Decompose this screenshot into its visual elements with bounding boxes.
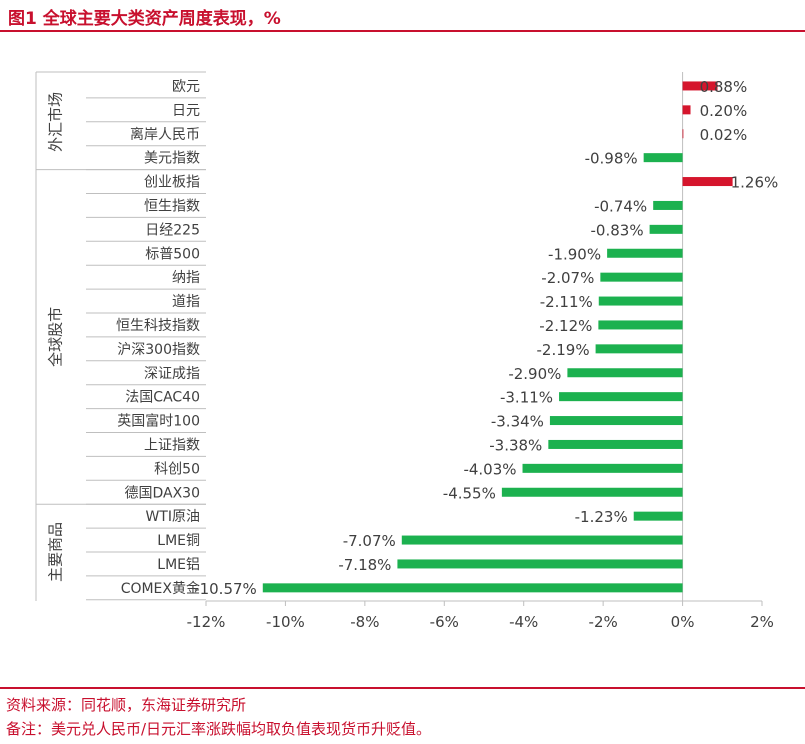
category-label: 英国富时100 [117,413,200,430]
category-label: 日经225 [145,222,200,238]
title-rule [0,30,805,32]
category-label: 欧元 [172,79,200,95]
category-label: 恒生科技指数 [116,318,200,334]
data-label: -1.90% [548,245,601,263]
data-label: 0.02% [700,126,748,144]
category-label: 纳指 [172,270,200,286]
bar [653,200,683,210]
bar [548,439,683,449]
category-label: 科创50 [154,461,200,477]
bar [401,535,683,545]
x-tick-label: -4% [509,613,538,631]
x-tick-label: 0% [671,613,695,631]
data-label: -4.55% [443,484,496,502]
category-label: 日元 [172,103,200,119]
bar [559,392,683,402]
bar [633,511,683,521]
bar [567,368,683,378]
figure-title: 图1 全球主要大类资产周度表现，% [8,9,281,29]
category-label: 上证指数 [144,437,200,453]
data-label: 0.20% [700,102,748,120]
category-label: COMEX黄金 [121,580,200,597]
group-label: 主要商品 [47,522,65,582]
x-tick-label: -6% [430,613,459,631]
bar [607,248,683,258]
data-label: -0.83% [591,221,644,239]
data-label: -3.38% [489,436,542,454]
category-label: LME铜 [157,533,200,549]
x-tick-label: -8% [350,613,379,631]
data-label: -2.19% [537,341,590,359]
category-label: 离岸人民币 [130,126,200,143]
category-label: LME铝 [157,557,200,573]
footer-rule [0,687,805,689]
bar [643,153,683,163]
category-label: 道指 [172,294,200,310]
category-label: 法国CAC40 [125,390,200,406]
bar [600,272,683,282]
category-label: 创业板指 [144,175,200,191]
data-label: 0.88% [700,78,748,96]
data-label: -1.23% [575,508,628,526]
data-label: -3.34% [491,413,544,431]
bar [598,320,683,330]
category-label: 深证成指 [144,366,200,382]
category-label: WTI原油 [145,509,200,525]
bar [522,463,683,473]
data-label: 1.26% [731,174,779,192]
bar [262,583,683,593]
category-label: 德国DAX30 [124,485,200,501]
bar [682,129,684,139]
bar [595,344,683,354]
data-label: -0.98% [585,150,638,168]
group-label: 外汇市场 [47,92,65,152]
data-label: -10.57% [194,580,257,598]
data-label: -2.90% [508,365,561,383]
remark-note: 备注：美元兑人民币/日元汇率涨跌幅均取负值表现货币升贬值。 [6,720,432,738]
data-label: -2.07% [541,269,594,287]
category-label: 美元指数 [144,151,200,167]
source-note: 资料来源：同花顺，东海证券研究所 [6,696,247,714]
data-label: -7.18% [338,556,391,574]
bar [549,416,683,426]
data-label: -2.11% [540,293,593,311]
data-label: -0.74% [594,197,647,215]
bar [682,177,733,187]
data-label: -7.07% [343,532,396,550]
bar [682,81,718,91]
x-tick-label: -2% [589,613,618,631]
bar [682,105,691,115]
data-label: -2.12% [539,317,592,335]
data-label: -3.11% [500,389,553,407]
category-label: 标普500 [145,246,200,262]
bar [598,296,683,306]
category-label: 恒生指数 [144,198,200,214]
x-tick-label: -12% [187,613,226,631]
bar [649,224,683,234]
data-label: -4.03% [463,460,516,478]
bar [397,559,683,569]
x-tick-label: 2% [750,613,774,631]
bar [501,487,683,497]
x-tick-label: -10% [266,613,305,631]
group-label: 全球股市 [47,307,65,367]
category-label: 沪深300指数 [117,342,200,358]
